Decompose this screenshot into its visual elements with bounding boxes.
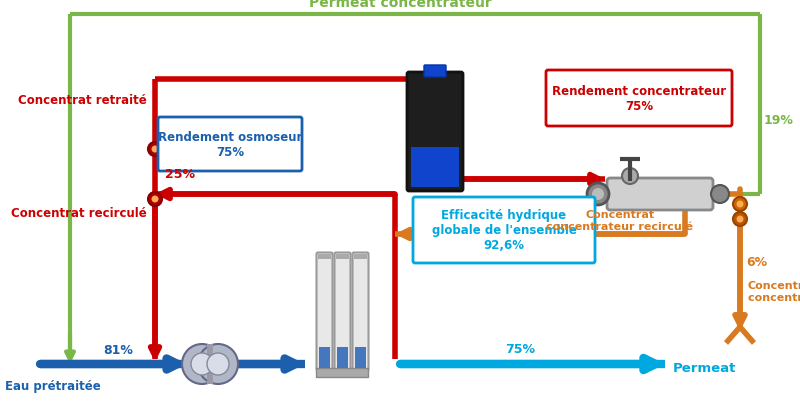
Text: 25%: 25% [165, 168, 195, 181]
Text: Efficacité hydrique
globale de l'ensemble
92,6%: Efficacité hydrique globale de l'ensembl… [431, 209, 577, 252]
Circle shape [737, 201, 743, 208]
Text: Concentrat retraité: Concentrat retraité [18, 93, 147, 106]
FancyBboxPatch shape [424, 66, 446, 78]
FancyBboxPatch shape [353, 253, 369, 371]
Text: Permeat concentrateur: Permeat concentrateur [309, 0, 491, 10]
Circle shape [151, 196, 158, 203]
Text: Permeat: Permeat [673, 362, 736, 375]
Bar [336, 254, 349, 259]
Text: 81%: 81% [103, 343, 133, 356]
Text: 19%: 19% [764, 113, 794, 126]
Bar [319, 348, 330, 368]
Circle shape [191, 353, 213, 375]
Circle shape [733, 213, 747, 227]
Circle shape [207, 353, 229, 375]
FancyBboxPatch shape [546, 71, 732, 127]
Bar [207, 344, 213, 384]
Bar [355, 348, 366, 368]
Circle shape [182, 344, 222, 384]
Bar [411, 147, 459, 188]
Circle shape [148, 193, 162, 207]
Text: Concentrat recirculé: Concentrat recirculé [11, 207, 147, 220]
FancyBboxPatch shape [158, 118, 302, 172]
Text: Rendement osmoseur
75%: Rendement osmoseur 75% [158, 131, 302, 159]
Bar [337, 348, 348, 368]
Circle shape [198, 344, 238, 384]
Text: Concentrat
concentrateur rejeté: Concentrat concentrateur rejeté [748, 280, 800, 302]
Text: 6%: 6% [746, 255, 767, 268]
Circle shape [151, 146, 158, 153]
FancyBboxPatch shape [317, 253, 333, 371]
Circle shape [733, 198, 747, 211]
Text: Eau prétraitée: Eau prétraitée [5, 379, 101, 392]
Text: 75%: 75% [505, 342, 535, 355]
FancyBboxPatch shape [407, 73, 463, 191]
Bar [354, 254, 367, 259]
Bar [318, 254, 331, 259]
Text: Rendement concentrateur
75%: Rendement concentrateur 75% [552, 85, 726, 113]
Circle shape [711, 186, 729, 204]
Circle shape [737, 216, 743, 223]
Circle shape [592, 189, 604, 200]
FancyBboxPatch shape [334, 253, 350, 371]
FancyBboxPatch shape [607, 179, 713, 211]
Circle shape [622, 169, 638, 184]
Text: Concentrat
concentrateur recirculé: Concentrat concentrateur recirculé [546, 209, 694, 231]
Circle shape [587, 184, 609, 205]
Bar [316, 368, 368, 377]
FancyBboxPatch shape [413, 198, 595, 263]
Circle shape [148, 143, 162, 157]
